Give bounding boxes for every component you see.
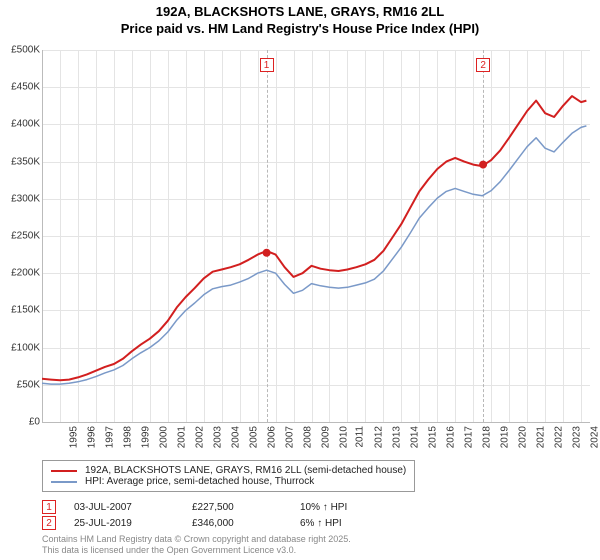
series-line-subject	[42, 96, 586, 380]
x-tick-label: 2021	[535, 426, 546, 448]
sales-row-price: £227,500	[192, 502, 282, 513]
x-tick-label: 1996	[86, 426, 97, 448]
y-tick-label: £150K	[0, 305, 40, 316]
x-tick-label: 2017	[464, 426, 475, 448]
y-tick-label: £300K	[0, 193, 40, 204]
sale-point	[479, 161, 487, 169]
x-tick-label: 1997	[104, 426, 115, 448]
sales-row-pct: 6% ↑ HPI	[300, 518, 400, 529]
x-tick-label: 2004	[230, 426, 241, 448]
x-tick-label: 2010	[338, 426, 349, 448]
x-tick-label: 2022	[553, 426, 564, 448]
sales-row-date: 25-JUL-2019	[74, 518, 174, 529]
plot-area: £0£50K£100K£150K£200K£250K£300K£350K£400…	[42, 50, 590, 422]
chart-container: 192A, BLACKSHOTS LANE, GRAYS, RM16 2LL P…	[0, 0, 600, 560]
x-tick-label: 2005	[248, 426, 259, 448]
legend-box: 192A, BLACKSHOTS LANE, GRAYS, RM16 2LL (…	[42, 460, 415, 492]
x-tick-label: 1999	[140, 426, 151, 448]
x-tick-label: 2002	[194, 426, 205, 448]
sales-row-date: 03-JUL-2007	[74, 502, 174, 513]
legend-label-hpi: HPI: Average price, semi-detached house,…	[85, 476, 314, 487]
x-tick-label: 2018	[481, 426, 492, 448]
title-line-2: Price paid vs. HM Land Registry's House …	[0, 21, 600, 38]
sale-point	[263, 249, 271, 257]
x-tick-label: 2012	[374, 426, 385, 448]
sales-row-badge: 1	[42, 500, 56, 514]
sales-row: 2 25-JUL-2019 £346,000 6% ↑ HPI	[42, 516, 590, 530]
x-tick-label: 2024	[589, 426, 600, 448]
footnote-line-1: Contains HM Land Registry data © Crown c…	[42, 534, 590, 545]
x-tick-label: 2001	[176, 426, 187, 448]
x-tick-label: 2023	[571, 426, 582, 448]
x-tick-label: 2016	[446, 426, 457, 448]
x-tick-label: 2011	[355, 426, 366, 448]
sales-row: 1 03-JUL-2007 £227,500 10% ↑ HPI	[42, 500, 590, 514]
x-tick-label: 2014	[410, 426, 421, 448]
x-tick-label: 1998	[122, 426, 133, 448]
x-tick-label: 2007	[284, 426, 295, 448]
y-tick-label: £350K	[0, 156, 40, 167]
y-tick-label: £400K	[0, 119, 40, 130]
x-tick-label: 2009	[320, 426, 331, 448]
y-tick-label: £50K	[0, 379, 40, 390]
y-tick-label: £500K	[0, 45, 40, 56]
x-tick-label: 2003	[212, 426, 223, 448]
x-tick-label: 2019	[499, 426, 510, 448]
x-tick-label: 2020	[517, 426, 528, 448]
x-tick-label: 1995	[68, 426, 79, 448]
x-tick-label: 2008	[302, 426, 313, 448]
y-tick-label: £100K	[0, 342, 40, 353]
x-tick-label: 2013	[392, 426, 403, 448]
sales-row-pct: 10% ↑ HPI	[300, 502, 400, 513]
title-line-1: 192A, BLACKSHOTS LANE, GRAYS, RM16 2LL	[0, 4, 600, 21]
series-line-hpi	[42, 126, 586, 384]
x-tick-label: 2006	[266, 426, 277, 448]
sales-row-badge: 2	[42, 516, 56, 530]
y-tick-label: £0	[0, 417, 40, 428]
footnote: Contains HM Land Registry data © Crown c…	[42, 534, 590, 556]
footnote-line-2: This data is licensed under the Open Gov…	[42, 545, 590, 556]
legend-row-hpi: HPI: Average price, semi-detached house,…	[51, 476, 406, 487]
series-svg	[42, 50, 590, 422]
x-tick-label: 2000	[158, 426, 169, 448]
sales-row-price: £346,000	[192, 518, 282, 529]
y-tick-label: £250K	[0, 231, 40, 242]
title-block: 192A, BLACKSHOTS LANE, GRAYS, RM16 2LL P…	[0, 0, 600, 38]
sales-table: 1 03-JUL-2007 £227,500 10% ↑ HPI 2 25-JUL-201…	[42, 500, 590, 530]
footer-block: 192A, BLACKSHOTS LANE, GRAYS, RM16 2LL (…	[42, 460, 590, 556]
x-tick-label: 2015	[428, 426, 439, 448]
legend-swatch-subject	[51, 470, 77, 472]
legend-swatch-hpi	[51, 481, 77, 483]
legend-row-subject: 192A, BLACKSHOTS LANE, GRAYS, RM16 2LL (…	[51, 465, 406, 476]
legend-label-subject: 192A, BLACKSHOTS LANE, GRAYS, RM16 2LL (…	[85, 465, 406, 476]
y-tick-label: £450K	[0, 82, 40, 93]
y-tick-label: £200K	[0, 268, 40, 279]
